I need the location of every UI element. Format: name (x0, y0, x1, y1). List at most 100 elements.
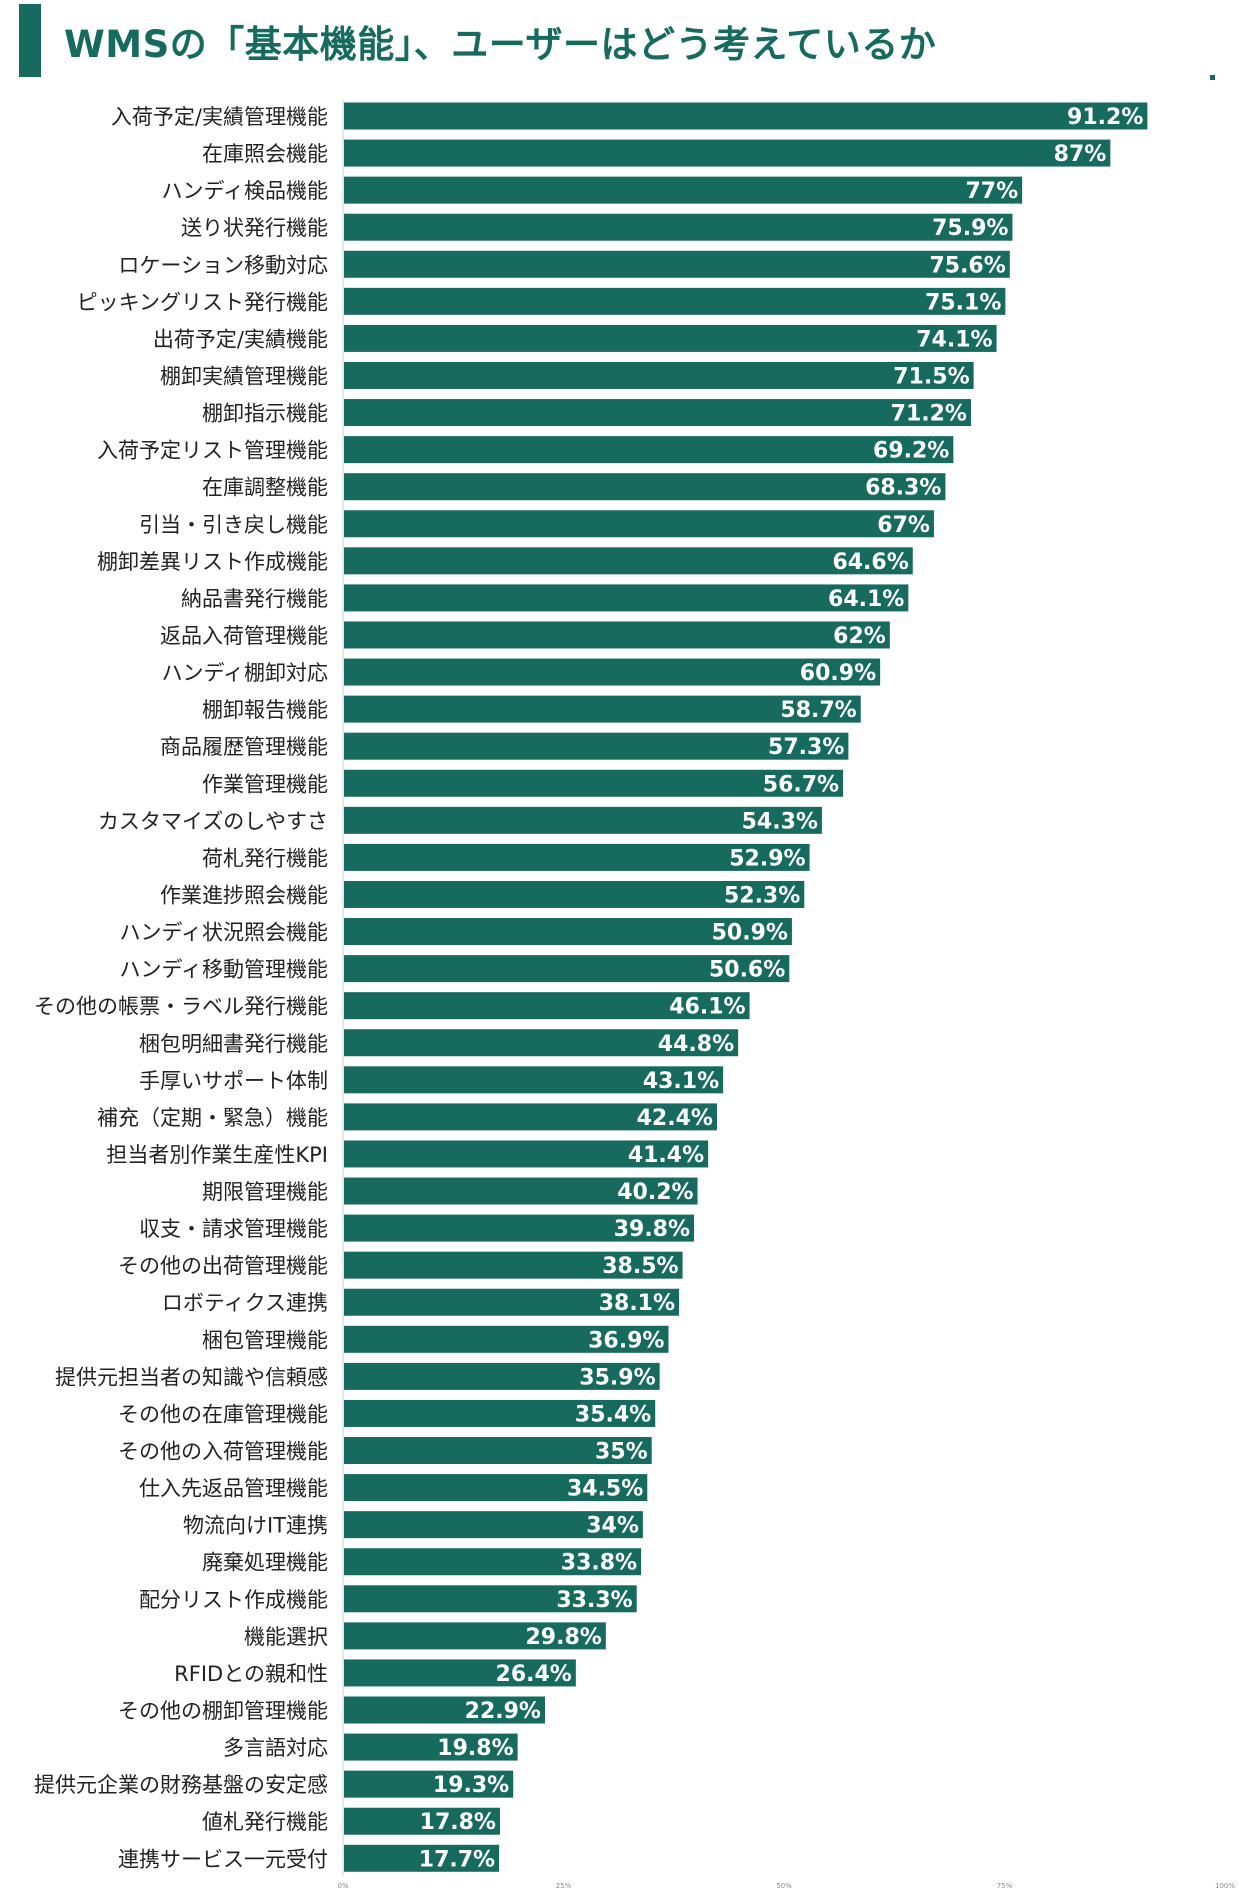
bar-value-label: 38.1% (599, 1291, 675, 1316)
corner-marker (1210, 75, 1215, 80)
bar-value-label: 50.6% (709, 958, 785, 983)
category-label: 収支・請求管理機能 (139, 1217, 328, 1241)
bar-value-label: 87% (1054, 142, 1107, 167)
category-label: 廃棄処理機能 (202, 1551, 328, 1575)
bar-value-label: 46.1% (669, 995, 745, 1020)
bar (344, 880, 805, 908)
title-accent-bar (19, 4, 41, 77)
category-label: 作業進捗照会機能 (160, 883, 328, 907)
bar-value-label: 41.4% (628, 1143, 704, 1168)
bar (344, 399, 971, 427)
category-label: 棚卸差異リスト作成機能 (97, 550, 328, 574)
category-label: RFIDとの親和性 (174, 1662, 328, 1686)
bar-value-label: 43.1% (643, 1069, 719, 1094)
category-label: ロボティクス連携 (162, 1291, 328, 1315)
bar-value-label: 35.9% (579, 1365, 655, 1390)
bar-value-label: 74.1% (916, 327, 992, 352)
bar-value-label: 26.4% (496, 1662, 572, 1687)
bar-value-label: 71.2% (891, 402, 967, 427)
category-label: 値札発行機能 (202, 1810, 328, 1834)
category-label: 提供元担当者の知識や信頼感 (55, 1365, 328, 1389)
bar-value-label: 75.9% (932, 216, 1008, 241)
category-label: 入荷予定/実績管理機能 (111, 105, 328, 129)
bar-value-label: 34% (586, 1514, 639, 1539)
category-label: 補充（定期・緊急）機能 (97, 1106, 328, 1130)
bar (344, 510, 934, 538)
category-label: 手厚いサポート体制 (139, 1069, 328, 1093)
bar-value-label: 38.5% (602, 1254, 678, 1279)
bar (344, 1066, 724, 1094)
bar-value-label: 22.9% (465, 1699, 541, 1724)
bar (344, 1214, 695, 1242)
bar (344, 658, 881, 686)
bar (344, 1362, 660, 1390)
category-label: その他の出荷管理機能 (118, 1254, 328, 1278)
bar (344, 1622, 606, 1650)
bar (344, 324, 997, 352)
bar-value-label: 91.2% (1067, 105, 1143, 130)
category-label: その他の入荷管理機能 (118, 1440, 328, 1464)
bar (344, 287, 1006, 315)
category-label: 連携サービス一元受付 (118, 1847, 328, 1871)
category-label: 期限管理機能 (202, 1180, 328, 1204)
category-label: 納品書発行機能 (181, 587, 328, 611)
bar (344, 584, 909, 612)
bar (344, 1733, 518, 1761)
bar (344, 1844, 500, 1872)
category-label: 入荷予定リスト管理機能 (97, 439, 328, 463)
bar-value-label: 17.8% (420, 1810, 496, 1835)
category-label: 送り状発行機能 (181, 216, 328, 240)
bar-value-label: 69.2% (873, 439, 949, 464)
category-label: その他の棚卸管理機能 (118, 1699, 328, 1723)
bar-value-label: 33.3% (556, 1588, 632, 1613)
x-tick-label: 75% (997, 1882, 1013, 1889)
bar (344, 732, 849, 760)
bar (344, 1807, 500, 1835)
bar (344, 1474, 648, 1502)
x-tick-label: 100% (1215, 1882, 1235, 1889)
bar-value-label: 50.9% (712, 921, 788, 946)
category-label: その他の帳票・ラベル発行機能 (34, 995, 328, 1019)
bar-value-label: 19.3% (433, 1773, 509, 1798)
bar-value-label: 54.3% (742, 809, 818, 834)
bar-value-label: 75.1% (925, 290, 1001, 315)
category-label: 棚卸実績管理機能 (160, 364, 328, 388)
bar-value-label: 77% (965, 179, 1018, 204)
category-label: ロケーション移動対応 (118, 253, 328, 277)
x-tick-label: 50% (776, 1882, 792, 1889)
bar (344, 436, 954, 464)
bar-value-label: 42.4% (637, 1106, 713, 1131)
category-label: 在庫調整機能 (202, 476, 328, 500)
bar-value-label: 35.4% (575, 1402, 651, 1427)
bar (344, 1177, 698, 1205)
bar (344, 1103, 717, 1131)
bar-value-label: 29.8% (526, 1625, 602, 1650)
category-label: ハンディ移動管理機能 (119, 958, 328, 982)
x-tick-label: 0% (337, 1882, 348, 1889)
bar-value-label: 34.5% (567, 1477, 643, 1502)
bar (344, 1437, 652, 1465)
bar (344, 1659, 576, 1687)
bar-value-label: 40.2% (617, 1180, 693, 1205)
category-label: 配分リスト作成機能 (139, 1588, 328, 1612)
category-label: 仕入先返品管理機能 (139, 1477, 328, 1501)
bar (344, 1511, 643, 1539)
chart-title: WMSの「基本機能」、ユーザーはどう考えているか (64, 23, 937, 66)
category-label: 提供元企業の財務基盤の安定感 (34, 1773, 328, 1797)
category-label: 機能選択 (244, 1625, 328, 1649)
bar-value-label: 44.8% (658, 1032, 734, 1057)
bar (344, 473, 946, 501)
bar (344, 1399, 656, 1427)
category-label: ハンディ棚卸対応 (161, 661, 328, 685)
bar (344, 176, 1023, 204)
bar (344, 547, 913, 575)
bar (344, 1770, 514, 1798)
bar-value-label: 58.7% (780, 698, 856, 723)
category-label: 梱包管理機能 (202, 1328, 328, 1352)
bar-value-label: 60.9% (800, 661, 876, 686)
category-label: カスタマイズのしやすさ (98, 809, 328, 833)
bar (344, 769, 844, 797)
category-label: 作業管理機能 (202, 772, 328, 796)
bar-value-label: 33.8% (561, 1551, 637, 1576)
